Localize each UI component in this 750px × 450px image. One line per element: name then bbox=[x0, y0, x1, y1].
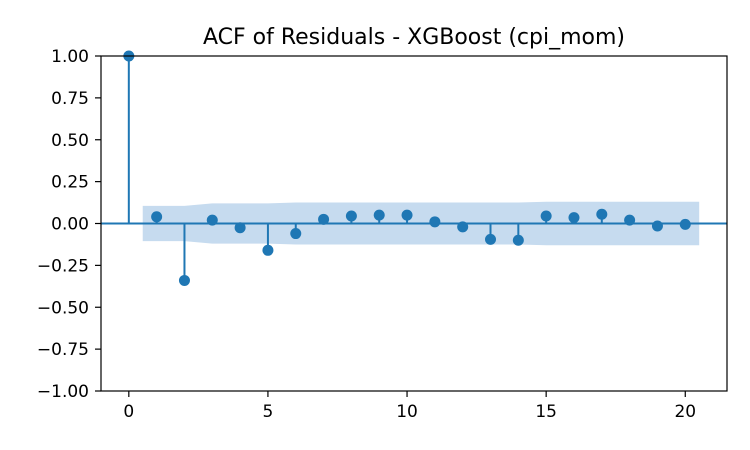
acf-point bbox=[401, 209, 413, 221]
y-tick-label: −0.75 bbox=[37, 340, 89, 360]
y-tick-label: 1.00 bbox=[51, 47, 89, 67]
axis-layer: 0 5 10 15 20 1.00 0.75 0.50 0.25 0.00 −0.25 −0.50 −0… bbox=[37, 47, 696, 422]
stem-layer bbox=[101, 50, 727, 286]
x-tick-label: 0 bbox=[123, 402, 134, 422]
acf-point bbox=[345, 210, 357, 222]
chart-title: ACF of Residuals - XGBoost (cpi_mom) bbox=[203, 25, 625, 50]
acf-point bbox=[151, 211, 163, 223]
x-tick-label: 20 bbox=[674, 402, 696, 422]
acf-point bbox=[234, 222, 246, 234]
acf-point bbox=[429, 216, 441, 228]
y-tick-label: −0.25 bbox=[37, 256, 89, 276]
acf-point bbox=[540, 210, 552, 222]
y-tick-label: 0.25 bbox=[51, 173, 89, 193]
acf-point bbox=[178, 274, 190, 286]
acf-point bbox=[596, 208, 608, 220]
y-tick-label: 0.50 bbox=[51, 131, 89, 151]
acf-point bbox=[624, 214, 636, 226]
acf-point bbox=[262, 244, 274, 256]
acf-point bbox=[457, 221, 469, 233]
y-tick-label: −1.00 bbox=[37, 382, 89, 402]
acf-point bbox=[206, 214, 218, 226]
plot-frame bbox=[100, 55, 728, 392]
y-tick-label: −0.50 bbox=[37, 298, 89, 318]
x-tick-label: 15 bbox=[535, 402, 557, 422]
acf-point bbox=[568, 212, 580, 224]
x-tick-label: 5 bbox=[263, 402, 274, 422]
acf-point bbox=[512, 234, 524, 246]
y-tick-label: 0.75 bbox=[51, 89, 89, 109]
acf-point bbox=[373, 209, 385, 221]
acf-point bbox=[318, 213, 330, 225]
acf-point bbox=[290, 228, 302, 240]
x-tick-label: 10 bbox=[396, 402, 418, 422]
acf-point bbox=[485, 233, 497, 245]
acf-point bbox=[651, 220, 663, 232]
acf-point bbox=[679, 218, 691, 230]
y-tick-label: 0.00 bbox=[51, 215, 89, 235]
